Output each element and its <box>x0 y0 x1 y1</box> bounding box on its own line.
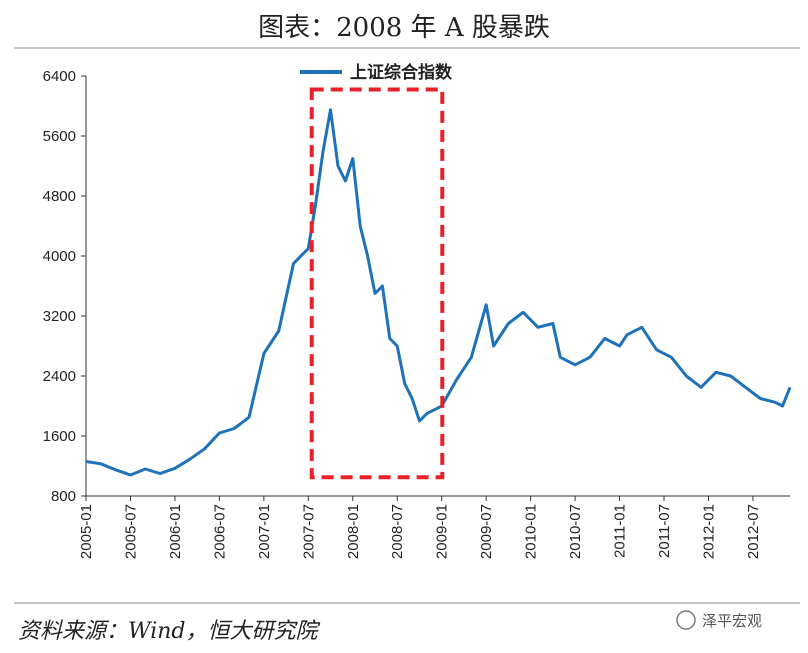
highlight-box <box>309 87 445 480</box>
x-tick-label: 2008-01 <box>345 504 362 559</box>
x-tick-label: 2012-07 <box>745 504 762 559</box>
x-tick-label: 2010-07 <box>567 504 584 559</box>
x-tick-label: 2006-01 <box>167 504 184 559</box>
series-layer <box>85 108 792 477</box>
x-tick-label: 2011-07 <box>656 504 673 558</box>
x-tick-label: 2007-01 <box>256 504 273 559</box>
x-tick-label: 2011-01 <box>612 504 629 558</box>
chart-title: 图表：2008 年 A 股暴跌 <box>258 13 550 43</box>
y-tick-label: 6400 <box>43 68 76 85</box>
y-tick-label: 4800 <box>43 188 76 205</box>
series-line <box>85 108 792 477</box>
watermark-label: 泽平宏观 <box>702 612 762 630</box>
x-tick-label: 2012-01 <box>700 504 717 559</box>
x-tick-label: 2009-07 <box>478 504 495 559</box>
x-tick-label: 2007-07 <box>300 504 317 559</box>
source-note: 资料来源：Wind，恒大研究院 <box>18 619 321 644</box>
y-tick-label: 1600 <box>43 428 76 445</box>
y-tick-label: 3200 <box>43 308 76 325</box>
y-tick-label: 4000 <box>43 248 76 265</box>
y-tick-label: 5600 <box>43 128 76 145</box>
x-tick-label: 2006-07 <box>211 504 228 559</box>
x-tick-label: 2008-07 <box>389 504 406 559</box>
legend-label: 上证综合指数 <box>350 62 453 83</box>
watermark: 泽平宏观 <box>676 610 762 630</box>
wechat-icon <box>676 610 696 630</box>
legend: 上证综合指数 <box>300 62 453 83</box>
y-tick-label: 800 <box>51 488 76 505</box>
x-tick-label: 2005-01 <box>78 504 95 559</box>
x-tick-label: 2009-01 <box>434 504 451 559</box>
x-tick-label: 2010-01 <box>523 504 540 559</box>
x-tick-label: 2005-07 <box>122 504 139 559</box>
y-tick-label: 2400 <box>43 368 76 385</box>
